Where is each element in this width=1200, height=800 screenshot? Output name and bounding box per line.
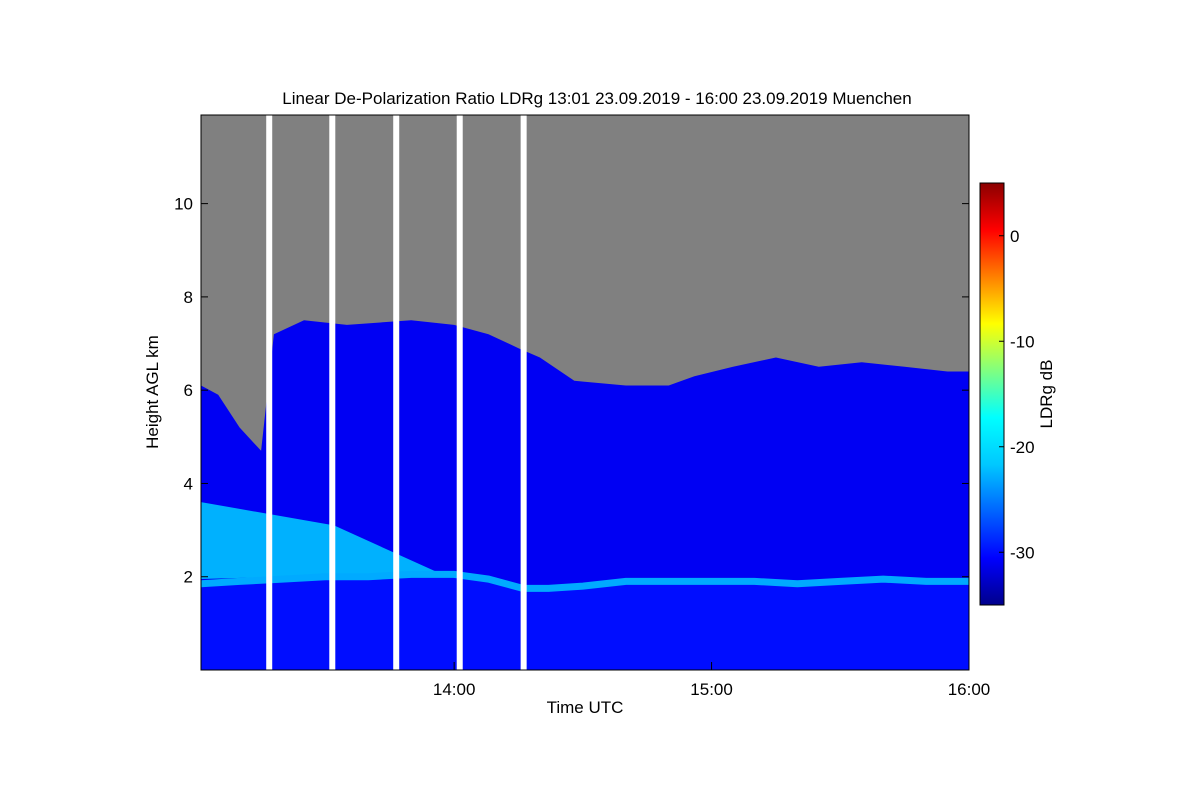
x-axis-label: Time UTC [547, 698, 624, 717]
cloud-body [201, 320, 969, 589]
colorbar-tick-label: -10 [1010, 332, 1035, 351]
data-gap [329, 115, 336, 670]
x-axis-ticks: 14:00 15:00 16:00 [433, 662, 990, 699]
chart-title: Linear De-Polarization Ratio LDRg 13:01 … [282, 89, 911, 108]
data-gap [520, 115, 527, 670]
x-tick-label: 16:00 [948, 680, 991, 699]
y-tick-label: 10 [174, 195, 193, 214]
y-tick-label: 6 [184, 381, 193, 400]
colorbar-tick-label: -20 [1010, 438, 1035, 457]
x-tick-label: 14:00 [433, 680, 476, 699]
y-axis-label: Height AGL km [143, 335, 162, 449]
y-axis-ticks: 2 4 6 8 10 [174, 195, 969, 587]
colorbar-tick-label: 0 [1010, 227, 1019, 246]
plot-frame [200, 114, 970, 671]
colorbar-label: LDRg dB [1037, 360, 1056, 429]
y-tick-label: 4 [184, 474, 193, 493]
colorbar-tick-label: -30 [1010, 543, 1035, 562]
x-tick-label: 15:00 [690, 680, 733, 699]
lower-layer [201, 574, 969, 670]
y-tick-label: 2 [184, 568, 193, 587]
ice-cloud-layer [201, 502, 437, 580]
data-gap [393, 115, 400, 670]
data-gap [456, 115, 463, 670]
colorbar-ticks: 0 -10 -20 -30 [999, 227, 1035, 562]
data-gap [266, 115, 273, 670]
colorbar [979, 182, 1005, 606]
y-tick-label: 8 [184, 288, 193, 307]
plot-area [201, 115, 969, 670]
